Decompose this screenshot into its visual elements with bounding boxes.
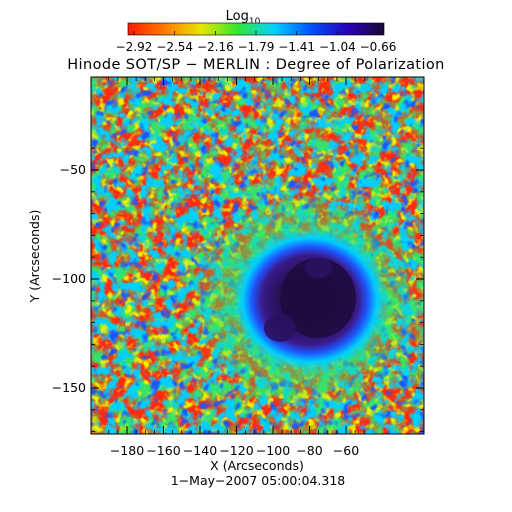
- colorbar-tick-label: −1.41: [278, 40, 315, 54]
- colorbar-tick-label: −0.66: [360, 40, 397, 54]
- y-tick-label: −150: [52, 380, 86, 395]
- chart-title: Hinode SOT/SP − MERLIN : Degree of Polar…: [67, 57, 445, 73]
- x-tick-label: −80: [296, 443, 322, 458]
- y-axis-label: Y (Arcseconds): [27, 210, 42, 304]
- colorbar-ticks: −2.92 −2.54 −2.16 −1.79 −1.41 −1.04 −0.66: [116, 31, 397, 54]
- x-tick-label: −140: [183, 443, 217, 458]
- y-tick-label: −100: [52, 271, 86, 286]
- polarization-map: [91, 77, 424, 434]
- x-axis-label: X (Arcseconds): [210, 458, 304, 473]
- timestamp: 1−May−2007 05:00:04.318: [171, 473, 346, 488]
- x-tick-label: −180: [110, 443, 144, 458]
- x-axis-ticks: −180 −160 −140 −120 −100 −80 −60: [108, 77, 365, 458]
- y-tick-label: −50: [60, 162, 86, 177]
- colorbar-tick-label: −2.92: [116, 40, 153, 54]
- plot-frame: [90, 76, 425, 435]
- y-axis-ticks: −50 −100 −150: [52, 147, 424, 433]
- colorbar-tick-label: −1.04: [319, 40, 356, 54]
- umbra-lobe-top: [304, 258, 332, 278]
- x-tick-label: −60: [333, 443, 359, 458]
- umbra-core: [280, 258, 356, 338]
- colorbar-tick-label: −2.16: [197, 40, 234, 54]
- x-tick-label: −160: [146, 443, 180, 458]
- colorbar-tick-label: −1.79: [238, 40, 275, 54]
- colorbar-label: Log10: [226, 9, 261, 27]
- colorbar-tick-label: −2.54: [156, 40, 193, 54]
- x-tick-label: −120: [219, 443, 253, 458]
- colorbar: Log10 −2.92 −2.54 −2.16 −1.79 −1.41 −1.04 −0.6…: [116, 9, 397, 54]
- x-tick-label: −100: [256, 443, 290, 458]
- umbra-lobe: [264, 314, 296, 342]
